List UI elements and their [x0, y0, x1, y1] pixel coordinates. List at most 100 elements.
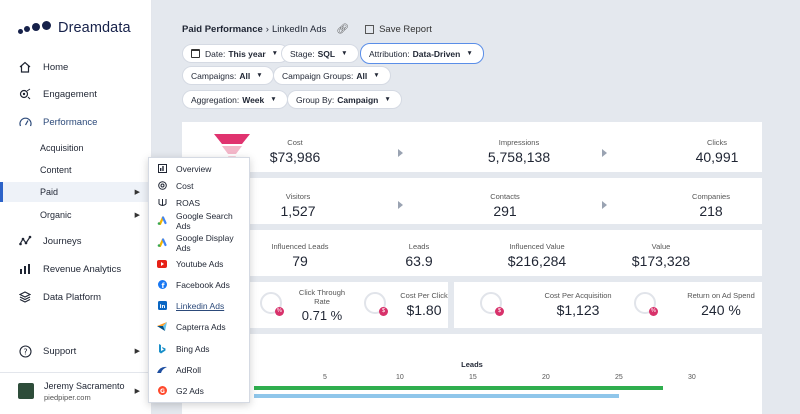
- menu-item-label: Overview: [176, 163, 212, 174]
- metric-label: Click Through: [298, 288, 346, 297]
- menu-item-label: AdRoll: [176, 364, 202, 375]
- chart-tick-label: 5: [323, 374, 327, 381]
- sidebar-item-label: Journeys: [43, 235, 82, 247]
- sidebar-item-performance[interactable]: Performance: [0, 111, 152, 133]
- chart-tick-label: 30: [688, 374, 696, 381]
- metric-label: Influenced Value: [509, 242, 565, 251]
- sidebar-subitem-paid[interactable]: Paid ▶: [0, 182, 152, 202]
- caret-down-icon: ▼: [341, 50, 348, 57]
- menu-item-roas[interactable]: ROAS: [149, 192, 249, 213]
- row-divider: [182, 328, 762, 334]
- menu-item-linkedin-ads[interactable]: in Linkedin Ads: [149, 295, 249, 316]
- sidebar-item-label: Home: [43, 61, 69, 73]
- filter-date[interactable]: Date: This year ▼: [182, 44, 290, 63]
- menu-item-capterra-ads[interactable]: Capterra Ads: [149, 316, 249, 337]
- menu-item-youtube-ads[interactable]: Youtube Ads: [149, 253, 249, 274]
- avatar: [18, 383, 34, 399]
- filter-stage[interactable]: Stage: SQL ▼: [281, 44, 359, 63]
- caret-right-icon: ▶: [134, 189, 140, 196]
- chart-bar[interactable]: [254, 394, 619, 398]
- menu-item-label: Facebook Ads: [176, 279, 230, 290]
- paid-channels-menu: Overview Cost ROAS Google Search Ads Goo…: [148, 157, 250, 403]
- filter-campaigns[interactable]: Campaigns: All ▼: [182, 66, 274, 85]
- sidebar-item-home[interactable]: Home: [0, 56, 152, 78]
- filter-group-by[interactable]: Group By: Campaign ▼: [287, 90, 402, 109]
- metric-visitors: Visitors 1,527: [268, 192, 328, 219]
- menu-item-google-display-ads[interactable]: Google Display Ads: [149, 232, 249, 253]
- adroll-icon: [157, 365, 167, 375]
- metric-value: 40,991: [695, 149, 739, 165]
- user-name: Jeremy Sacramento: [44, 381, 125, 391]
- chart-tick-label: 15: [469, 374, 477, 381]
- cost-icon: [157, 181, 167, 191]
- sidebar-item-support[interactable]: ? Support ▶: [0, 340, 152, 362]
- filter-aggregation[interactable]: Aggregation: Week ▼: [182, 90, 288, 109]
- caret-right-icon: ▶: [134, 388, 140, 395]
- metric-label: Influenced Leads: [271, 242, 329, 251]
- sidebar-subitem-organic[interactable]: Organic ▶: [0, 205, 152, 225]
- sidebar-subitem-label: Acquisition: [40, 143, 84, 153]
- metric-label: Impressions: [498, 138, 540, 147]
- filter-attribution[interactable]: Attribution: Data-Driven ▼: [360, 43, 484, 64]
- caret-down-icon: ▼: [466, 50, 473, 57]
- breadcrumb-parent[interactable]: Paid Performance: [182, 24, 263, 35]
- menu-item-cost[interactable]: Cost: [149, 175, 249, 196]
- metric-value: 218: [699, 203, 723, 219]
- sidebar-subitem-acquisition[interactable]: Acquisition: [0, 138, 152, 158]
- filter-label: Date:: [205, 48, 226, 59]
- menu-item-facebook-ads[interactable]: f Facebook Ads: [149, 274, 249, 295]
- sidebar-item-revenue-analytics[interactable]: Revenue Analytics: [0, 258, 152, 280]
- calendar-icon: [191, 49, 200, 58]
- caret-down-icon: ▼: [271, 50, 279, 57]
- ratio-card-acquisition: $ Cost Per Acquisition $1,123 % Return o…: [454, 282, 762, 328]
- metrics-row-audience: Visitors 1,527 Contacts 291 Companies 21…: [182, 178, 762, 224]
- menu-item-adroll[interactable]: AdRoll: [149, 359, 249, 380]
- metric-influenced-value: Influenced Value $216,284: [496, 242, 578, 269]
- sidebar-item-journeys[interactable]: Journeys: [0, 230, 152, 252]
- save-report-label: Save Report: [379, 24, 432, 35]
- sidebar-item-data-platform[interactable]: Data Platform: [0, 286, 152, 308]
- menu-item-g2-ads[interactable]: G G2 Ads: [149, 380, 249, 401]
- sidebar-item-engagement[interactable]: Engagement: [0, 83, 152, 105]
- link-icon[interactable]: 🔗︎: [336, 24, 350, 35]
- svg-text:in: in: [159, 304, 165, 310]
- logo-dots-icon: [18, 21, 52, 35]
- metric-value: 63.9: [405, 253, 433, 269]
- menu-item-bing-ads[interactable]: Bing Ads: [149, 338, 249, 359]
- sidebar-subitem-content[interactable]: Content: [0, 160, 152, 180]
- chart-bar[interactable]: [254, 386, 663, 390]
- metric-companies: Companies 218: [668, 192, 754, 219]
- arrow-right-icon: [398, 201, 403, 209]
- sidebar-subitem-label: Paid: [40, 187, 59, 197]
- metric-label: Visitors: [285, 192, 311, 201]
- filter-value: All: [239, 70, 251, 81]
- performance-icon: [18, 115, 32, 129]
- caret-down-icon: ▼: [373, 72, 380, 79]
- metric-value: 79: [292, 253, 308, 269]
- chart-tick-label: 25: [615, 374, 623, 381]
- metric-cpa: Cost Per Acquisition $1,123: [530, 291, 626, 318]
- metric-value: $1.80: [406, 302, 442, 318]
- metric-value: 291: [493, 203, 517, 219]
- caret-right-icon: ▶: [134, 348, 140, 355]
- help-icon: ?: [18, 344, 32, 358]
- brand-logo[interactable]: Dreamdata: [18, 20, 131, 36]
- filter-campaign-groups[interactable]: Campaign Groups: All ▼: [273, 66, 391, 85]
- leads-chart: Leads 5 10 15 20 25 30: [182, 334, 762, 414]
- user-profile[interactable]: Jeremy Sacramento piedpiper.com ▶: [0, 372, 152, 414]
- metric-value: Value $173,328: [616, 242, 706, 269]
- menu-item-label: Cost: [176, 180, 194, 191]
- save-report-button[interactable]: Save Report: [365, 24, 432, 35]
- menu-item-overview[interactable]: Overview: [149, 158, 249, 179]
- metric-roas: Return on Ad Spend 240 %: [680, 291, 762, 318]
- row-divider: [182, 172, 762, 178]
- sidebar-subitem-label: Organic: [40, 210, 72, 220]
- roas-icon: [157, 198, 167, 208]
- chart-tick-label: 10: [396, 374, 404, 381]
- sidebar-item-label: Revenue Analytics: [43, 263, 122, 275]
- metrics-panel: Cost $73,986 Impressions 5,758,138 Click…: [182, 122, 762, 414]
- metric-label: Value: [651, 242, 671, 251]
- click-rate-icon: %: [260, 292, 284, 316]
- metrics-row-ratios: % Click Through Rate 0.71 % $ Cost Per C…: [182, 282, 762, 328]
- menu-item-google-search-ads[interactable]: Google Search Ads: [149, 210, 249, 231]
